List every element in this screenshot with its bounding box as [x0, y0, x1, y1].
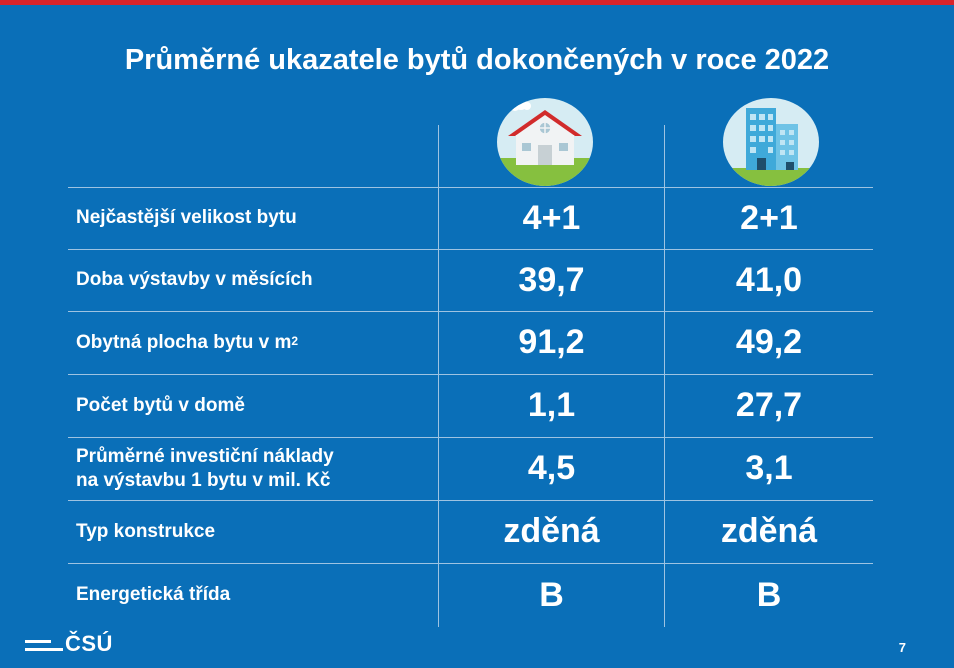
value-building-construction-type: zděná [720, 512, 818, 550]
row-divider [68, 249, 873, 250]
value-house-units-per-house: 1,1 [527, 386, 576, 424]
family-house-icon [496, 98, 594, 186]
investment-cost-line-2: na výstavbu 1 bytu v mil. Kč [76, 469, 331, 491]
apartment-building-icon [722, 98, 820, 186]
logo-lines-icon [25, 639, 63, 651]
row-divider [68, 500, 873, 501]
row-divider [68, 311, 873, 312]
row-divider [68, 437, 873, 438]
row-divider [68, 374, 873, 375]
value-house-apartment-size: 4+1 [522, 198, 581, 237]
column-divider [664, 125, 665, 627]
row-label-energy-class: Energetická třída [76, 584, 231, 605]
csu-logo: ČSÚ [25, 631, 113, 656]
value-building-construction-time: 41,0 [735, 260, 803, 299]
column-divider [438, 125, 439, 627]
value-building-living-area: 49,2 [735, 323, 803, 361]
row-label-units-per-house: Počet bytů v domě [76, 394, 245, 416]
logo-text: ČSÚ [65, 631, 113, 656]
page-number: 7 [898, 640, 906, 655]
row-divider [68, 563, 873, 564]
row-label-construction-time: Doba výstavby v měsících [76, 269, 313, 290]
comparison-table: Nejčastější velikost bytu 4+1 2+1 Doba v… [68, 98, 873, 627]
value-building-units-per-house: 27,7 [735, 386, 803, 424]
investment-cost-line-1: Průměrné investiční náklady [76, 445, 334, 467]
value-house-energy-class: B [539, 575, 564, 614]
value-house-living-area: 91,2 [518, 323, 585, 361]
value-house-construction-time: 39,7 [518, 260, 585, 299]
value-building-investment-cost: 3,1 [745, 449, 793, 487]
value-building-energy-class: B [756, 575, 782, 614]
living-area-label-text: Obytná plocha bytu v m [76, 331, 292, 353]
value-house-construction-type: zděná [503, 512, 600, 550]
value-house-investment-cost: 4,5 [527, 449, 576, 487]
slide-title: Průměrné ukazatele bytů dokončených v ro… [124, 44, 830, 76]
row-label-investment-cost: Průměrné investiční náklady na výstavbu … [76, 437, 334, 500]
row-label-apartment-size: Nejčastější velikost bytu [76, 207, 297, 228]
top-accent-bar [0, 0, 954, 5]
row-divider [68, 187, 873, 188]
row-label-construction-type: Typ konstrukce [76, 520, 216, 542]
value-building-apartment-size: 2+1 [740, 198, 798, 237]
